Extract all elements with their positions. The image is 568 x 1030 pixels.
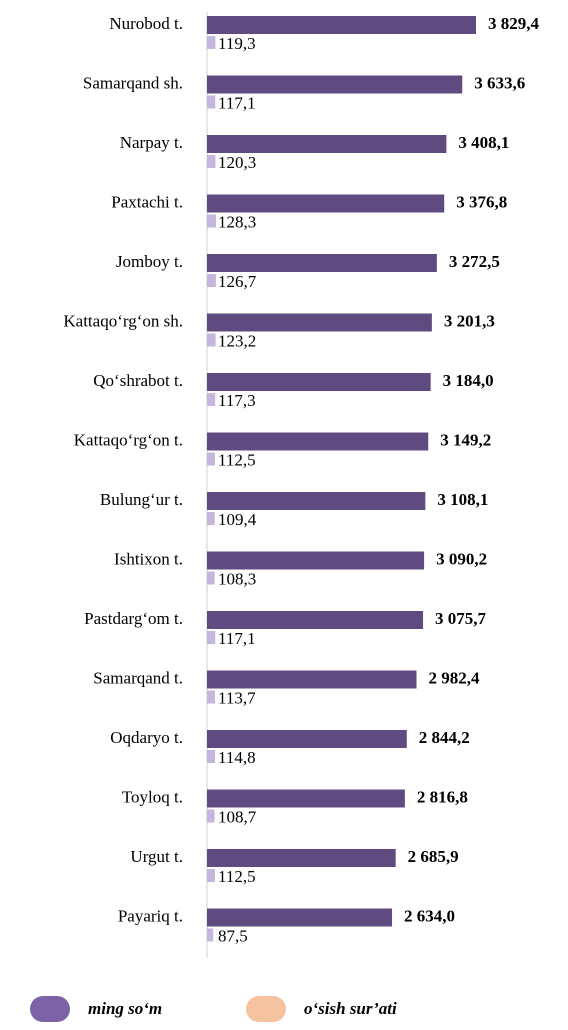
value-label: 3 090,2 — [436, 549, 487, 568]
category-label: Samarqand sh. — [83, 73, 183, 92]
value-label: 3 201,3 — [444, 311, 495, 330]
bar — [207, 393, 216, 406]
value-label: 3 829,4 — [488, 14, 540, 33]
category-label: Bulung‘ur t. — [100, 490, 183, 509]
bar — [207, 333, 216, 347]
value-label: 2 816,8 — [417, 787, 468, 806]
legend-swatch — [246, 996, 286, 1022]
legend-swatch — [30, 996, 70, 1022]
value-label: 87,5 — [218, 926, 248, 945]
bar — [207, 313, 432, 332]
bar — [207, 512, 215, 525]
bar — [207, 194, 445, 213]
bar — [207, 214, 217, 228]
value-label: 3 633,6 — [474, 73, 525, 92]
bar — [207, 373, 431, 391]
value-label: 109,4 — [218, 510, 257, 529]
bar — [207, 730, 407, 748]
value-label: 113,7 — [218, 688, 256, 707]
bar — [207, 492, 426, 510]
category-label: Paxtachi t. — [111, 192, 183, 211]
category-label: Nurobod t. — [109, 14, 183, 33]
value-label: 3 149,2 — [440, 430, 491, 449]
value-label: 3 075,7 — [435, 609, 487, 628]
bar — [207, 16, 476, 34]
category-label: Ishtixon t. — [114, 549, 183, 568]
value-label: 119,3 — [218, 34, 256, 53]
category-label: Pastdarg‘om t. — [84, 609, 183, 628]
value-label: 2 634,0 — [404, 906, 455, 925]
value-label: 2 685,9 — [408, 847, 459, 866]
bar — [207, 274, 216, 287]
bar — [207, 789, 405, 808]
bar — [207, 75, 463, 94]
value-label: 128,3 — [218, 212, 256, 231]
bar — [207, 928, 214, 942]
bar — [207, 452, 215, 466]
bar — [207, 432, 429, 451]
bar — [207, 670, 417, 689]
bar — [207, 869, 215, 882]
value-label: 108,7 — [218, 807, 257, 826]
value-label: 2 982,4 — [429, 668, 481, 687]
bar — [207, 254, 437, 272]
value-label: 114,8 — [218, 748, 256, 767]
value-label: 108,3 — [218, 569, 256, 588]
category-label: Payariq t. — [118, 906, 183, 925]
value-label: 2 844,2 — [419, 728, 470, 747]
category-label: Toyloq t. — [122, 787, 183, 806]
bar — [207, 690, 215, 704]
bar — [207, 611, 424, 629]
category-label: Kattaqo‘rg‘on sh. — [63, 311, 183, 330]
bar — [207, 631, 216, 644]
value-label: 112,5 — [218, 867, 256, 886]
bar — [207, 36, 216, 49]
legend-label: o‘sish sur’ati — [304, 999, 397, 1018]
category-label: Oqdaryo t. — [110, 728, 183, 747]
value-label: 112,5 — [218, 450, 256, 469]
bar — [207, 135, 447, 153]
bar — [207, 849, 396, 867]
bar — [207, 95, 216, 109]
bar — [207, 571, 215, 585]
value-label: 126,7 — [218, 272, 257, 291]
value-label: 117,1 — [218, 629, 256, 648]
category-label: Jomboy t. — [116, 252, 183, 271]
value-label: 3 272,5 — [449, 252, 500, 271]
value-label: 3 408,1 — [458, 133, 509, 152]
legend-label: ming so‘m — [88, 999, 162, 1018]
bar — [207, 551, 425, 570]
value-label: 3 108,1 — [437, 490, 488, 509]
value-label: 123,2 — [218, 331, 256, 350]
value-label: 117,1 — [218, 93, 256, 112]
category-label: Narpay t. — [120, 133, 183, 152]
category-label: Samarqand t. — [93, 668, 183, 687]
bar — [207, 155, 216, 168]
bar — [207, 750, 216, 763]
bar — [207, 809, 215, 823]
category-label: Qo‘shrabot t. — [93, 371, 183, 390]
value-label: 3 184,0 — [443, 371, 494, 390]
category-label: Kattaqo‘rg‘on t. — [74, 430, 183, 449]
bar — [207, 908, 393, 927]
value-label: 3 376,8 — [456, 192, 507, 211]
category-label: Urgut t. — [130, 847, 183, 866]
value-label: 117,3 — [218, 391, 256, 410]
value-label: 120,3 — [218, 153, 256, 172]
